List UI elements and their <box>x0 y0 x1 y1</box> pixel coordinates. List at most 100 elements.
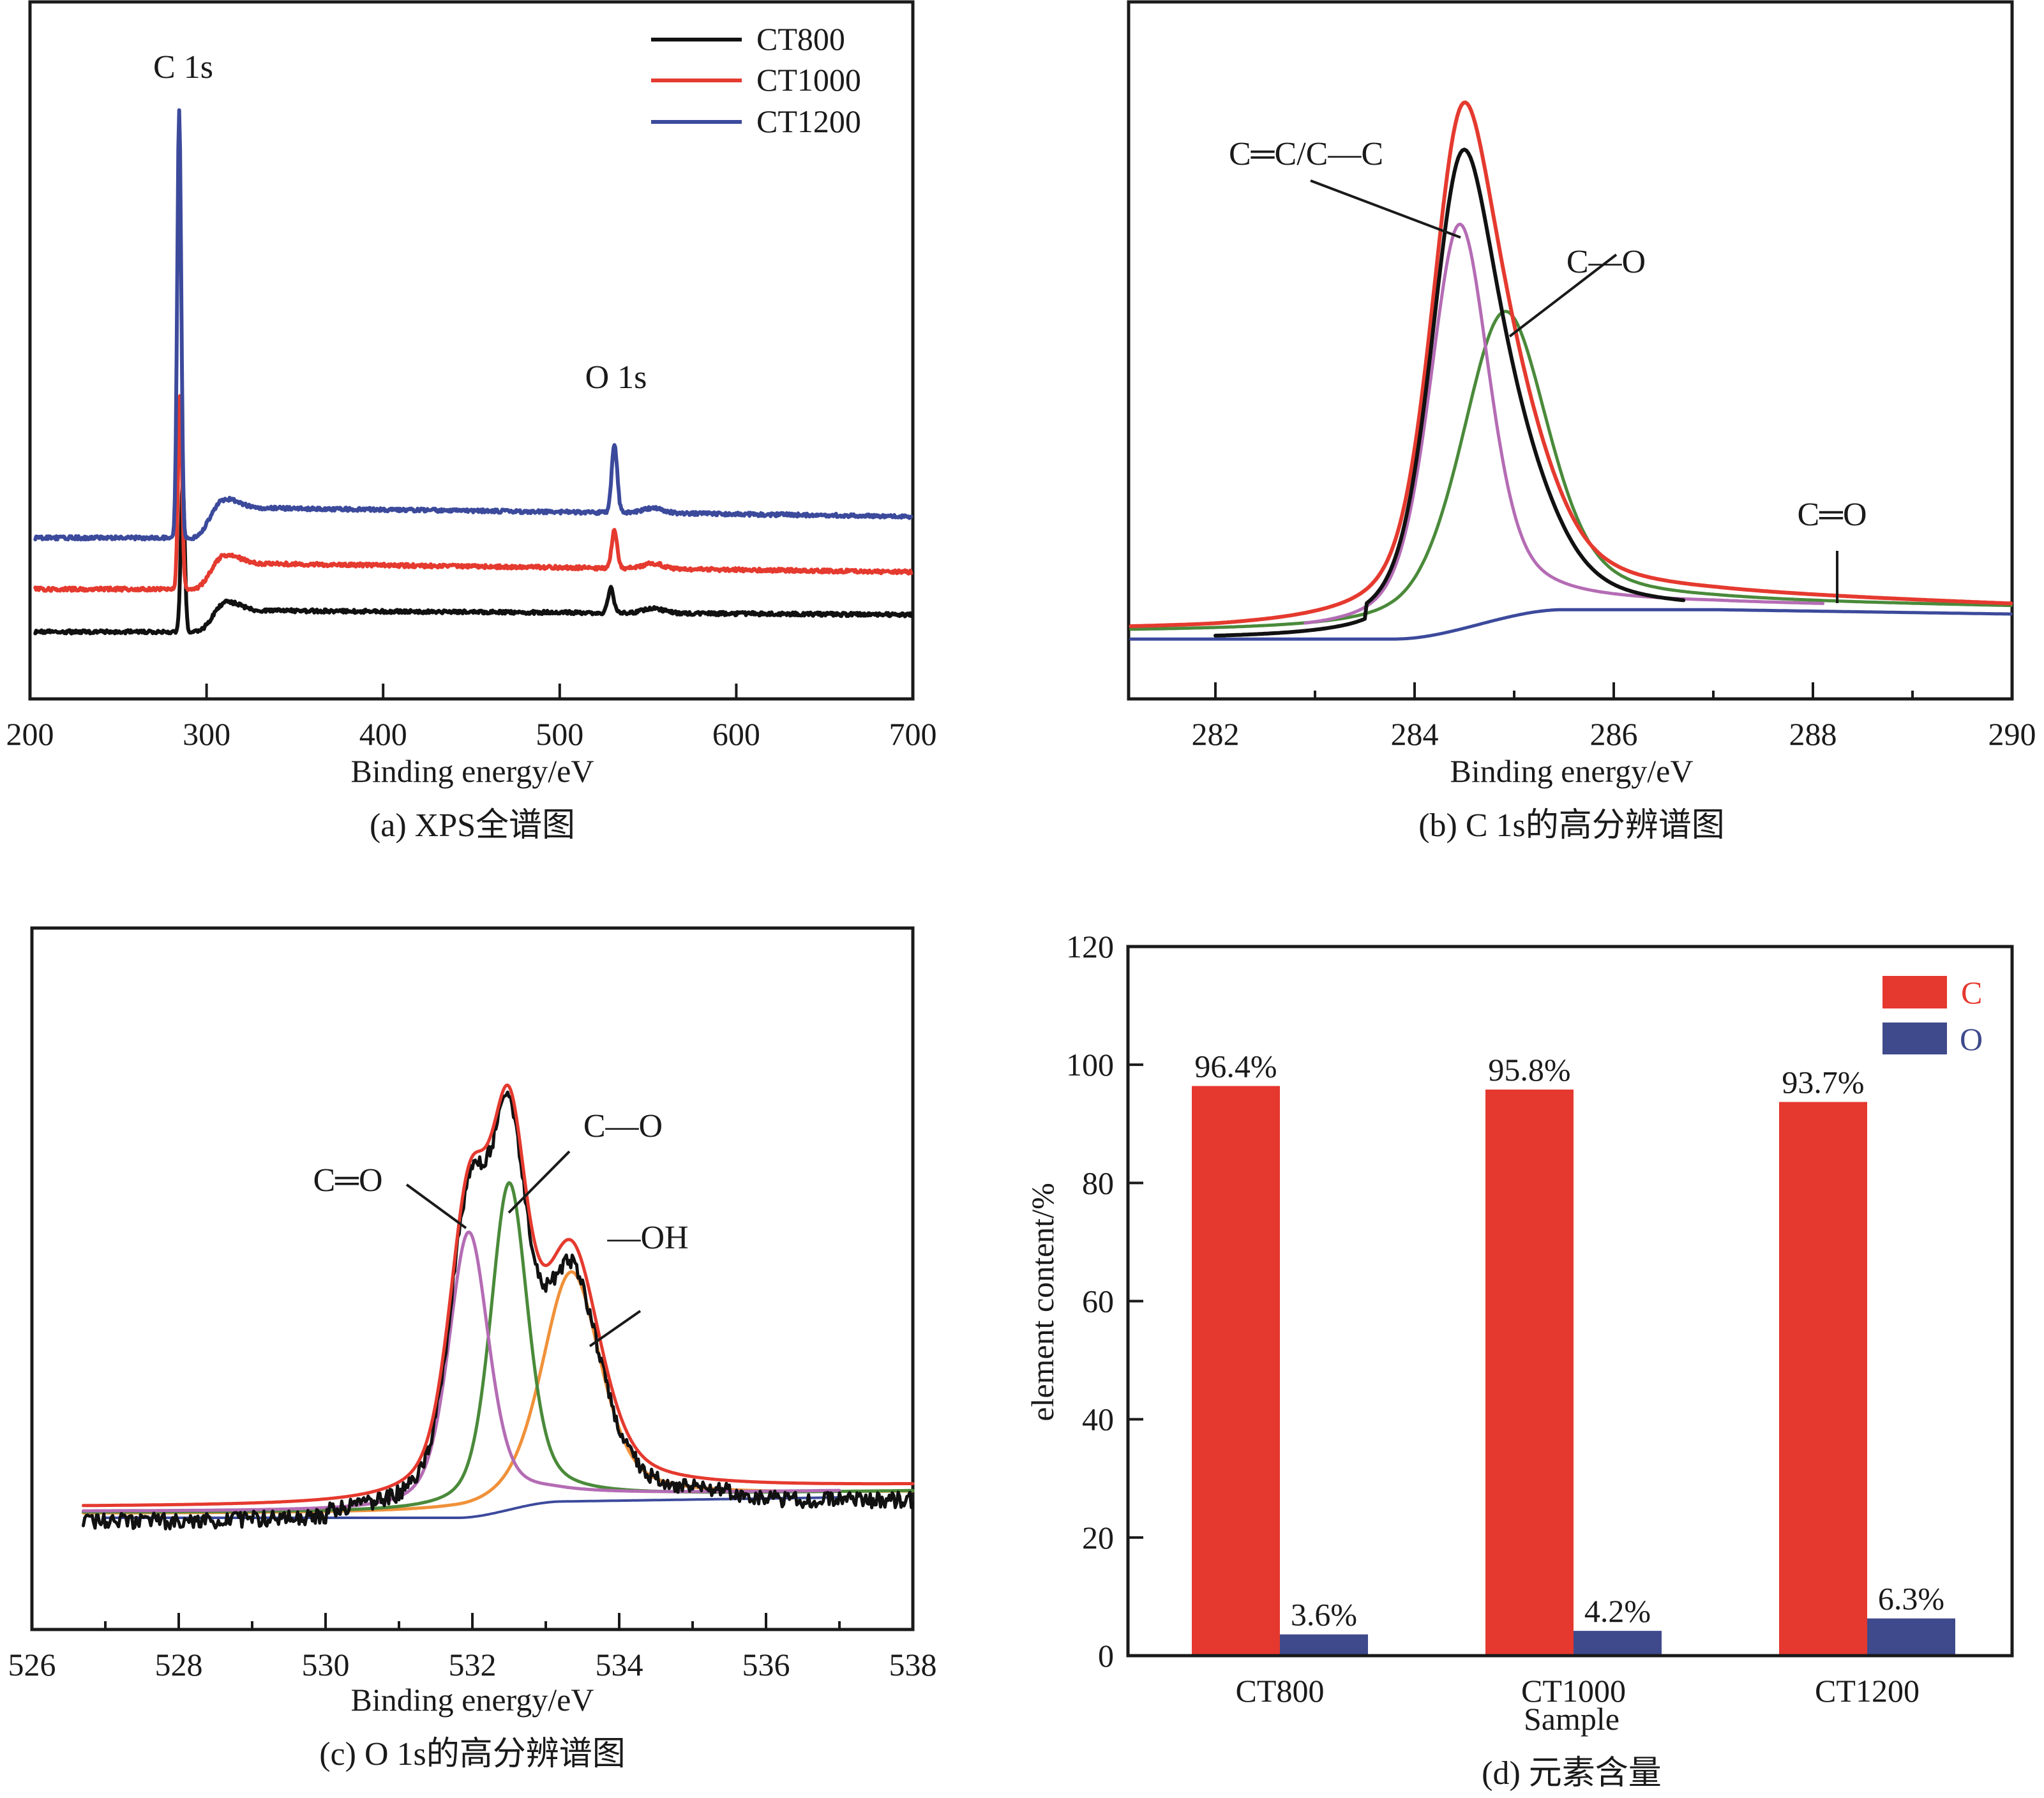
x-tick-label: 532 <box>449 1647 497 1682</box>
panel-b-caption: (b) C 1s的高分辨谱图 <box>1418 807 1725 844</box>
series-line-envelope <box>82 1083 915 1508</box>
panel-a-x-axis-label: Binding energy/eV <box>351 753 594 789</box>
panel-a-caption: (a) XPS全谱图 <box>370 807 575 844</box>
series-line-envelope <box>1129 100 2013 629</box>
panel-a-frame <box>28 0 915 701</box>
legend-label-ct1200: CT1200 <box>756 103 861 139</box>
legend-swatch-c <box>1882 976 1947 1008</box>
leader-co <box>1508 253 1618 338</box>
legend-label-ct800: CT800 <box>756 21 845 57</box>
panel-d-element-content: 96.4% 3.6% 95.8% 4.2% 93.7% 6.3% 0 20 40 60 80 100… <box>1025 929 2014 1792</box>
x-tick-label: 300 <box>183 716 230 752</box>
panel-c-curves <box>82 1083 915 1531</box>
x-tick-label: 288 <box>1789 716 1837 752</box>
bar-o-ct800 <box>1280 1634 1368 1656</box>
annotation-c1s: C 1s <box>153 49 213 86</box>
panel-a-legend: CT800 CT1000 CT1200 <box>651 21 861 139</box>
y-tick-label: 40 <box>1082 1402 1114 1437</box>
legend-label-ct1000: CT1000 <box>756 62 861 98</box>
y-tick-label: 20 <box>1082 1520 1114 1555</box>
x-tick-label: 526 <box>8 1647 56 1682</box>
x-tick-label: 400 <box>359 716 407 752</box>
panel-b-curves <box>1129 100 2013 641</box>
panel-d-legend: C O <box>1882 975 1983 1057</box>
annotation-co-c: C—O <box>583 1108 663 1144</box>
series-line-c-o <box>82 1231 841 1513</box>
legend-swatch-o <box>1882 1023 1947 1054</box>
x-category-label: CT1200 <box>1815 1673 1920 1709</box>
annotation-c-double-o: C═O <box>1797 497 1867 533</box>
series-line-background <box>1129 608 2013 641</box>
series-line-raw <box>1214 147 1686 638</box>
bar-c-ct1200 <box>1779 1102 1867 1656</box>
panel-c-caption: (c) O 1s的高分辨谱图 <box>319 1736 626 1772</box>
panel-b-x-axis-label: Binding energy/eV <box>1450 753 1694 789</box>
y-tick-label: 80 <box>1082 1165 1114 1201</box>
leader-oh <box>589 1310 642 1347</box>
bar-value-label: 4.2% <box>1584 1593 1651 1629</box>
panel-b-c1s-spectrum: 282 284 286 288 290 C═C/C—C C—O C═O Binding … <box>1127 0 2036 844</box>
bar-o-ct1000 <box>1574 1631 1662 1656</box>
panel-d-y-axis-label: element content/% <box>1025 1183 1060 1421</box>
x-tick-label: 500 <box>536 716 583 752</box>
bar-value-label: 96.4% <box>1194 1048 1277 1084</box>
x-tick-label: 200 <box>6 716 54 752</box>
x-category-label: CT1000 <box>1521 1673 1626 1709</box>
panel-b-frame <box>1127 0 2014 701</box>
panel-b-x-ticks: 282 284 286 288 290 <box>1192 682 2036 752</box>
leader-c-double-o-c <box>405 1183 467 1229</box>
bar-c-ct1000 <box>1485 1090 1574 1656</box>
x-tick-label: 282 <box>1192 716 1240 752</box>
series-line-ct800 <box>33 479 913 636</box>
x-tick-label: 536 <box>742 1647 790 1682</box>
x-tick-label: 538 <box>889 1647 937 1682</box>
x-tick-label: 290 <box>1988 716 2036 752</box>
panel-c-x-ticks: 526 528 530 532 534 536 538 <box>8 1613 937 1682</box>
y-tick-label: 120 <box>1066 929 1114 964</box>
y-tick-label: 100 <box>1066 1047 1114 1083</box>
legend-label-c: C <box>1961 975 1982 1010</box>
x-tick-label: 700 <box>889 716 937 752</box>
x-tick-label: 534 <box>596 1647 643 1682</box>
series-line-c-o <box>1129 310 2013 631</box>
series-line-ct1200 <box>33 108 913 542</box>
bar-value-label: 95.8% <box>1488 1052 1570 1088</box>
y-tick-label: 0 <box>1098 1638 1114 1674</box>
bar-value-label: 6.3% <box>1878 1581 1944 1617</box>
bar-o-ct1200 <box>1867 1618 1955 1656</box>
legend-label-o: O <box>1960 1021 1983 1057</box>
annotation-cc: C═C/C—C <box>1229 136 1383 172</box>
panel-a-curves <box>33 108 913 636</box>
series-line-raw <box>82 1090 915 1531</box>
x-tick-label: 528 <box>155 1647 203 1682</box>
panel-d-caption: (d) 元素含量 <box>1482 1755 1662 1792</box>
series-line-c-o <box>82 1181 915 1514</box>
panel-d-category-labels: CT800 CT1000 CT1200 <box>1236 1673 1920 1709</box>
panel-a-x-ticks: 200 300 400 500 600 700 <box>6 684 937 752</box>
bar-c-ct800 <box>1192 1086 1280 1656</box>
annotation-c-double-o-c: C═O <box>313 1162 382 1199</box>
x-tick-label: 530 <box>302 1647 350 1682</box>
bar-value-label: 3.6% <box>1291 1597 1357 1633</box>
series-line-ct1000 <box>33 394 913 593</box>
x-tick-label: 284 <box>1391 716 1439 752</box>
panel-a-xps-survey: 200 300 400 500 600 700 C 1s O 1s CT800 CT100… <box>6 0 937 844</box>
leader-cc <box>1310 179 1461 239</box>
y-tick-label: 60 <box>1082 1284 1114 1319</box>
x-category-label: CT800 <box>1236 1673 1325 1709</box>
series-line-c-c-c-c <box>1303 222 1825 625</box>
annotation-co: C—O <box>1567 244 1646 280</box>
leader-co-c <box>507 1150 571 1214</box>
annotation-oh: —OH <box>606 1220 688 1256</box>
panel-d-bars: 96.4% 3.6% 95.8% 4.2% 93.7% 6.3% <box>1192 1048 1955 1656</box>
annotation-o1s: O 1s <box>585 359 647 396</box>
panel-c-o1s-spectrum: 526 528 530 532 534 536 538 C═O C—O —OH Bindin… <box>8 926 937 1772</box>
series-line--oh <box>82 1270 915 1515</box>
panel-d-x-axis-label: Sample <box>1524 1701 1619 1737</box>
panel-d-y-ticks: 0 20 40 60 80 100 120 <box>1066 929 1143 1674</box>
panel-c-x-axis-label: Binding energy/eV <box>351 1682 594 1718</box>
bar-value-label: 93.7% <box>1782 1064 1864 1100</box>
x-tick-label: 600 <box>712 716 760 752</box>
x-tick-label: 286 <box>1590 716 1638 752</box>
